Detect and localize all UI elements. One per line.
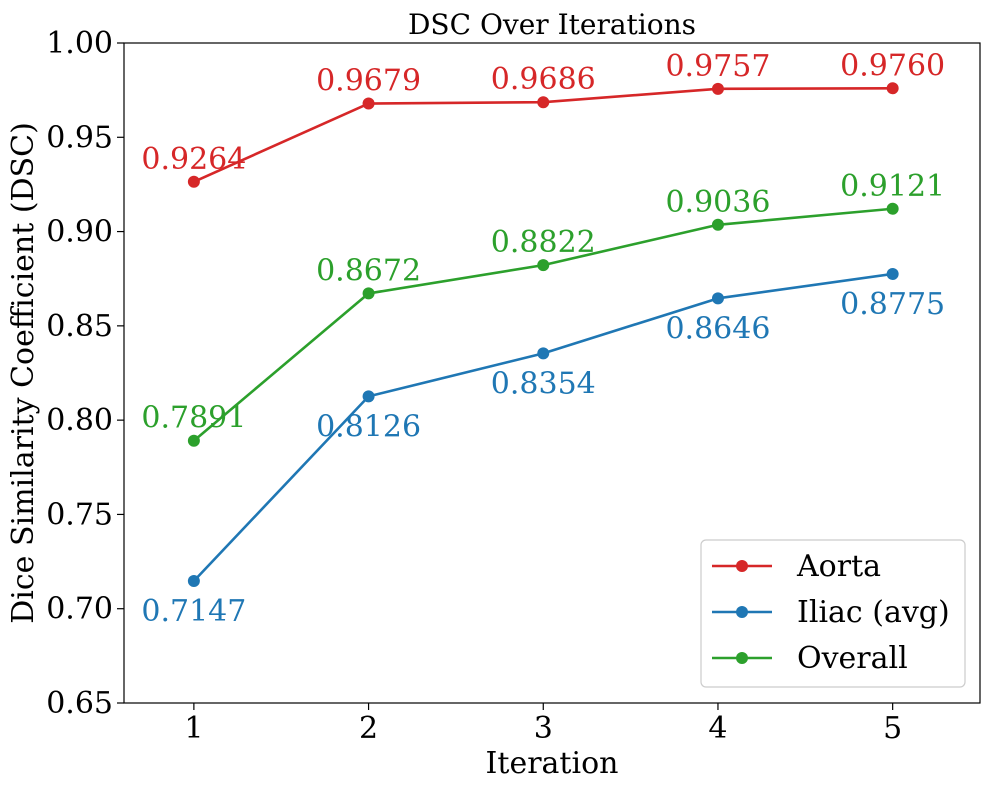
legend: Aorta Iliac (avg) Overall bbox=[700, 539, 966, 688]
chart-title: DSC Over Iterations bbox=[408, 8, 696, 41]
legend-marker bbox=[736, 606, 748, 618]
legend-marker bbox=[736, 652, 748, 664]
data-label: 0.9686 bbox=[491, 62, 596, 97]
x-tick-label: 3 bbox=[534, 711, 553, 746]
y-tick-label: 0.75 bbox=[46, 497, 113, 532]
data-point bbox=[362, 97, 375, 110]
y-tick-label: 0.65 bbox=[46, 686, 113, 721]
data-point bbox=[711, 218, 724, 231]
x-tick-label: 4 bbox=[708, 711, 727, 746]
data-label: 0.9121 bbox=[840, 169, 945, 204]
x-axis-label: Iteration bbox=[486, 746, 619, 781]
data-label: 0.9679 bbox=[316, 64, 421, 99]
data-label: 0.8775 bbox=[840, 287, 945, 322]
x-tick-label: 1 bbox=[184, 711, 203, 746]
y-tick-label: 0.95 bbox=[46, 120, 113, 155]
data-point bbox=[187, 574, 200, 587]
data-label: 0.8672 bbox=[316, 253, 421, 288]
legend-box bbox=[700, 539, 966, 688]
data-point bbox=[886, 202, 899, 215]
legend-label: Iliac (avg) bbox=[797, 595, 950, 630]
y-tick-label: 1.00 bbox=[46, 26, 113, 61]
series-line-iliac-avg- bbox=[192, 272, 893, 582]
data-point bbox=[886, 82, 899, 95]
data-point bbox=[711, 292, 724, 305]
y-tick-label: 0.85 bbox=[46, 309, 113, 344]
y-tick-label: 0.80 bbox=[46, 403, 113, 438]
data-point bbox=[886, 268, 899, 280]
data-label: 0.9264 bbox=[141, 142, 246, 177]
data-label: 0.9757 bbox=[665, 49, 770, 84]
data-point bbox=[537, 259, 550, 272]
data-label: 0.8126 bbox=[316, 409, 421, 444]
data-label: 0.9036 bbox=[665, 185, 770, 220]
data-point bbox=[362, 390, 375, 403]
legend-marker bbox=[736, 560, 748, 572]
data-label: 0.7891 bbox=[141, 401, 246, 436]
data-label: 0.8822 bbox=[491, 225, 596, 260]
data-label: 0.9760 bbox=[840, 48, 945, 83]
data-point bbox=[187, 434, 200, 447]
data-point bbox=[187, 175, 200, 188]
data-point bbox=[711, 82, 724, 95]
data-point bbox=[362, 287, 375, 300]
x-tick-label: 5 bbox=[883, 711, 902, 746]
data-label: 0.8354 bbox=[491, 366, 596, 401]
data-label: 0.7147 bbox=[141, 594, 246, 629]
y-axis-label: Dice Similarity Coefficient (DSC) bbox=[6, 122, 41, 624]
y-tick-label: 0.90 bbox=[46, 215, 113, 250]
plot-area: 0.65 0.70 0.75 0.80 0.85 0.90 0.95 1.00 1 2 3 4 5 0.9… bbox=[46, 26, 981, 746]
legend-label: Overall bbox=[797, 641, 908, 676]
legend-label: Aorta bbox=[796, 549, 881, 584]
y-tick-label: 0.70 bbox=[46, 592, 113, 627]
data-point bbox=[537, 96, 550, 109]
data-label: 0.8646 bbox=[665, 311, 770, 346]
plot-frame bbox=[123, 42, 981, 704]
data-point bbox=[537, 347, 550, 360]
x-tick-label: 2 bbox=[359, 711, 378, 746]
